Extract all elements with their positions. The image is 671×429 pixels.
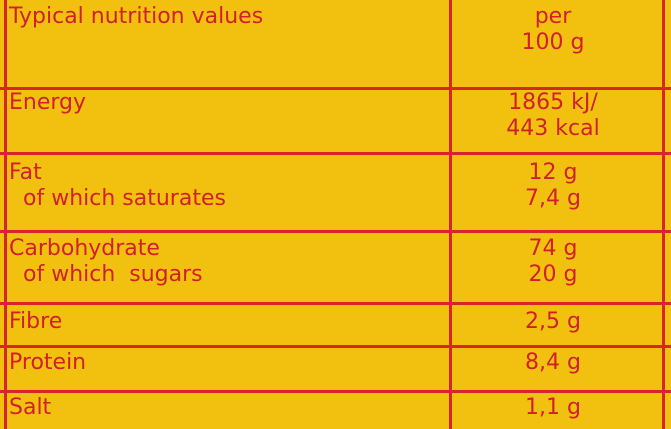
row-value: 74 g 20 g — [455, 236, 651, 288]
row-divider — [0, 230, 671, 233]
row-value: 1,1 g — [455, 395, 651, 421]
row-value: 2,5 g — [455, 309, 651, 335]
value-line: 8,4 g — [525, 350, 581, 375]
label-line: Typical nutrition values — [9, 4, 264, 29]
row-label: Protein — [9, 350, 439, 376]
row-divider — [0, 345, 671, 348]
label-line: Fibre — [9, 309, 63, 334]
row-divider — [0, 87, 671, 90]
row-label: Salt — [9, 395, 439, 421]
value-line: 443 kcal — [506, 116, 600, 141]
value-line: 1,1 g — [525, 395, 581, 420]
value-line: per — [534, 4, 572, 29]
value-line: 74 g — [528, 236, 578, 261]
value-line: 7,4 g — [525, 186, 581, 211]
row-label: Energy — [9, 90, 439, 116]
label-line: of which saturates — [23, 186, 226, 211]
row-divider — [0, 152, 671, 155]
value-line: 1865 kJ/ — [508, 90, 598, 115]
value-line: 2,5 g — [525, 309, 581, 334]
value-line: 12 g — [528, 160, 578, 185]
label-line: Energy — [9, 90, 87, 115]
label-line: of which sugars — [23, 262, 203, 287]
row-label: Typical nutrition values — [9, 4, 439, 30]
row-value: 8,4 g — [455, 350, 651, 376]
border-line — [662, 0, 665, 429]
row-divider — [0, 390, 671, 393]
value-line: 20 g — [528, 262, 578, 287]
row-value: per 100 g — [455, 4, 651, 56]
label-line: Carbohydrate — [9, 236, 160, 261]
label-line: Fat — [9, 160, 42, 185]
row-divider — [0, 302, 671, 305]
column-divider — [449, 0, 452, 429]
row-value: 12 g 7,4 g — [455, 160, 651, 212]
border-line — [4, 0, 7, 429]
label-line: Protein — [9, 350, 87, 375]
row-value: 1865 kJ/443 kcal — [455, 90, 651, 142]
row-label: Fibre — [9, 309, 439, 335]
label-line: Salt — [9, 395, 52, 420]
row-label: Carbohydrate of which sugars — [9, 236, 439, 288]
value-line: 100 g — [521, 30, 585, 55]
row-label: Fat of which saturates — [9, 160, 439, 212]
